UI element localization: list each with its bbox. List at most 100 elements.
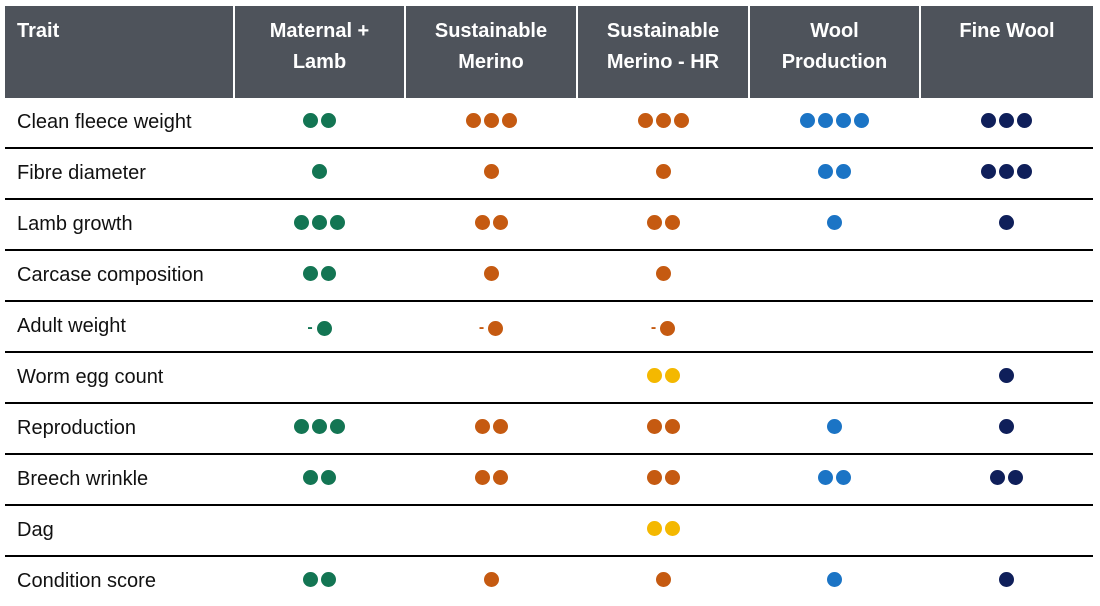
rating-cell-wool-production	[749, 454, 920, 506]
rating-cell-sustainable-merino	[405, 403, 577, 455]
header-maternal-lamb-label: Maternal + Lamb	[269, 20, 370, 73]
rating-cell-wool-production	[749, 148, 920, 200]
rating-cell-sustainable-merino-hr	[577, 148, 749, 200]
rating-cell-sustainable-merino	[405, 250, 577, 302]
rating-dots	[465, 113, 517, 128]
rating-dot-icon	[660, 320, 676, 336]
rating-dot-icon	[999, 419, 1014, 434]
trait-name: Fibre diameter	[5, 148, 234, 200]
rating-dot-icon	[827, 215, 842, 230]
rating-cell-sustainable-merino	[405, 556, 577, 606]
rating-cell-maternal-lamb	[234, 250, 405, 302]
rating-dot-icon	[646, 419, 662, 434]
table-row: Reproduction	[5, 403, 1093, 455]
rating-cell-wool-production	[749, 199, 920, 251]
rating-dot-icon	[303, 572, 318, 587]
rating-dots	[818, 470, 851, 485]
rating-dot-icon	[316, 320, 332, 336]
rating-dot-icon	[312, 419, 327, 434]
rating-dots	[827, 215, 842, 230]
rating-dot-icon	[637, 113, 653, 128]
rating-cell-fine-wool	[920, 250, 1093, 302]
negative-sign: -	[650, 319, 657, 336]
trait-name: Dag	[5, 505, 234, 557]
rating-dots: -	[650, 319, 676, 336]
header-wool-production-label: Wool Production	[781, 20, 888, 73]
header-row: Trait Maternal + Lamb Sustainable Merino Sust…	[5, 6, 1093, 98]
rating-dot-icon	[321, 572, 336, 587]
rating-cell-maternal-lamb	[234, 199, 405, 251]
table-row: Dag	[5, 505, 1093, 557]
rating-cell-maternal-lamb	[234, 98, 405, 149]
trait-name: Carcase composition	[5, 250, 234, 302]
header-wool-production: Wool Production	[748, 6, 920, 98]
rating-cell-sustainable-merino-hr	[577, 505, 749, 557]
rating-dot-icon	[1017, 113, 1032, 128]
trait-table: Trait Maternal + Lamb Sustainable Merino Sust…	[5, 6, 1093, 606]
rating-dots	[999, 572, 1014, 587]
rating-cell-wool-production	[749, 403, 920, 455]
trait-table-container: Trait Maternal + Lamb Sustainable Merino Sust…	[5, 6, 1093, 606]
trait-name: Condition score	[17, 570, 156, 592]
rating-dots	[999, 215, 1014, 230]
rating-cell-sustainable-merino	[405, 98, 577, 149]
rating-dot-icon	[836, 470, 851, 485]
rating-dot-icon	[646, 521, 662, 536]
rating-cell-sustainable-merino	[405, 148, 577, 200]
table-row: Worm egg count	[5, 352, 1093, 404]
rating-dot-icon	[664, 368, 680, 383]
rating-dots: -	[307, 320, 332, 336]
rating-cell-fine-wool	[920, 352, 1093, 404]
rating-dots	[303, 266, 336, 281]
rating-cell-maternal-lamb	[234, 505, 405, 557]
table-header: Trait Maternal + Lamb Sustainable Merino Sust…	[5, 6, 1093, 98]
rating-dots	[303, 470, 336, 485]
rating-dots	[474, 470, 508, 485]
rating-dots	[999, 368, 1014, 383]
rating-dots	[637, 113, 689, 128]
rating-cell-fine-wool	[920, 98, 1093, 149]
rating-dots	[655, 164, 671, 179]
rating-dot-icon	[981, 164, 996, 179]
header-trait-label: Trait	[17, 20, 60, 42]
rating-dot-icon	[492, 419, 508, 434]
rating-cell-sustainable-merino-hr: -	[577, 301, 749, 353]
rating-dot-icon	[646, 215, 662, 230]
rating-cell-wool-production	[749, 250, 920, 302]
rating-cell-fine-wool	[920, 403, 1093, 455]
rating-dot-icon	[483, 572, 499, 587]
rating-cell-wool-production	[749, 301, 920, 353]
rating-dots	[483, 572, 499, 587]
rating-cell-fine-wool	[920, 199, 1093, 251]
rating-cell-maternal-lamb: -	[234, 301, 405, 353]
rating-dot-icon	[836, 113, 851, 128]
rating-dot-icon	[474, 215, 490, 230]
rating-dots	[999, 419, 1014, 434]
table-row: Carcase composition	[5, 250, 1093, 302]
rating-cell-sustainable-merino	[405, 199, 577, 251]
table-row: Fibre diameter	[5, 148, 1093, 200]
rating-dots	[800, 113, 869, 128]
rating-dots	[303, 113, 336, 128]
rating-dot-icon	[827, 572, 842, 587]
rating-dots	[827, 419, 842, 434]
rating-dot-icon	[800, 113, 815, 128]
rating-dots	[474, 215, 508, 230]
rating-dot-icon	[474, 419, 490, 434]
rating-cell-sustainable-merino	[405, 352, 577, 404]
rating-cell-sustainable-merino-hr	[577, 352, 749, 404]
rating-dot-icon	[999, 215, 1014, 230]
rating-dot-icon	[999, 368, 1014, 383]
rating-cell-maternal-lamb	[234, 454, 405, 506]
rating-dot-icon	[990, 470, 1005, 485]
rating-dots	[818, 164, 851, 179]
table-row: Breech wrinkle	[5, 454, 1093, 506]
rating-dot-icon	[465, 113, 481, 128]
rating-dot-icon	[488, 320, 504, 336]
header-sustainable-merino-hr: Sustainable Merino - HR	[576, 6, 749, 98]
rating-dots: -	[479, 320, 504, 336]
rating-dot-icon	[312, 164, 327, 179]
rating-cell-sustainable-merino	[405, 454, 577, 506]
rating-dot-icon	[646, 368, 662, 383]
rating-dot-icon	[827, 419, 842, 434]
